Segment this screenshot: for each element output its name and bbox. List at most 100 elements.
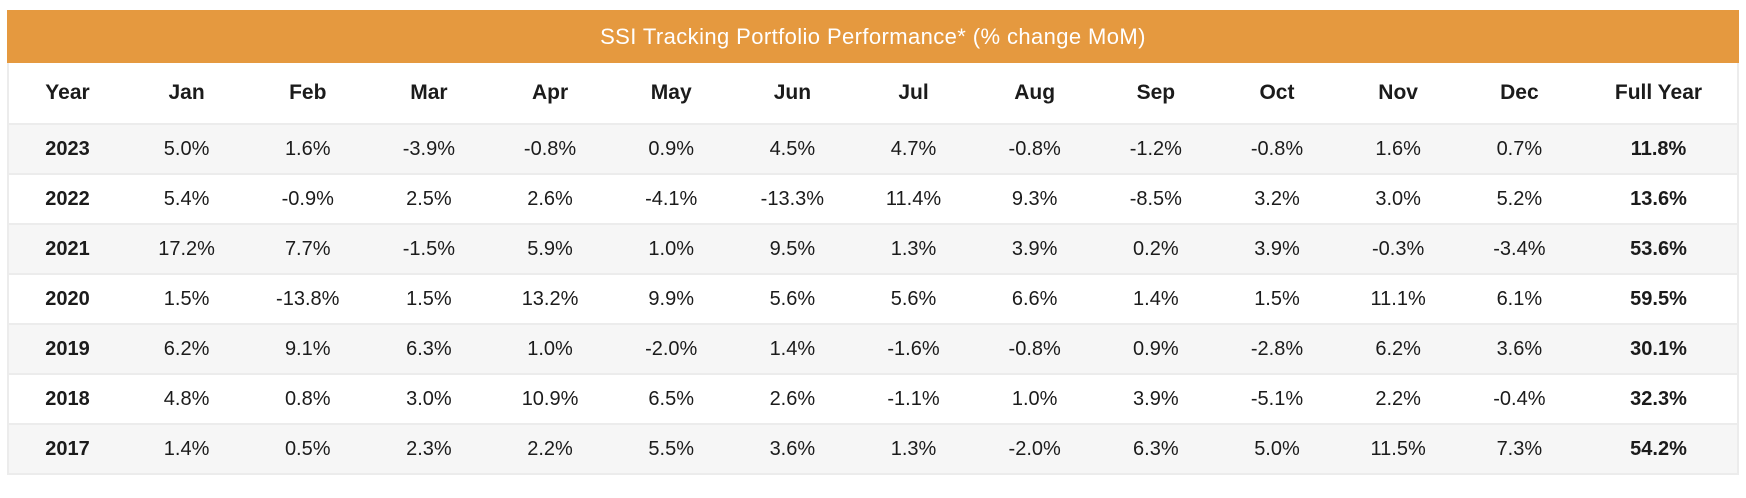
year-cell: 2021 bbox=[8, 223, 126, 274]
month-value-cell: 11.1% bbox=[1337, 273, 1459, 324]
month-value-cell: -3.4% bbox=[1458, 223, 1580, 274]
month-value-cell: 1.4% bbox=[1095, 273, 1217, 324]
month-value-cell: 5.0% bbox=[1216, 423, 1338, 474]
table-title: SSI Tracking Portfolio Performance* (% c… bbox=[600, 24, 1146, 49]
month-value-cell: -1.1% bbox=[852, 373, 975, 424]
month-value-cell: 0.5% bbox=[247, 423, 369, 474]
month-value-cell: 3.9% bbox=[1095, 373, 1217, 424]
month-value-cell: 1.5% bbox=[368, 273, 490, 324]
month-value-cell: 0.2% bbox=[1095, 223, 1217, 274]
month-value-cell: -2.0% bbox=[610, 323, 732, 374]
month-value-cell: 1.6% bbox=[1337, 123, 1459, 174]
month-value-cell: -1.5% bbox=[368, 223, 490, 274]
month-value-cell: 5.9% bbox=[489, 223, 611, 274]
month-value-cell: 0.9% bbox=[610, 123, 732, 174]
table-row-2023: 2023 5.0% 1.6% -3.9% -0.8% 0.9% 4.5% 4.7% -0.8% -… bbox=[8, 123, 1738, 174]
month-value-cell: -0.3% bbox=[1337, 223, 1459, 274]
month-value-cell: 6.5% bbox=[610, 373, 732, 424]
month-value-cell: 5.5% bbox=[610, 423, 732, 474]
month-value-cell: 3.0% bbox=[368, 373, 490, 424]
month-value-cell: 0.8% bbox=[247, 373, 369, 424]
year-cell: 2022 bbox=[8, 173, 126, 224]
month-value-cell: 3.9% bbox=[1216, 223, 1338, 274]
month-value-cell: 5.4% bbox=[126, 173, 248, 224]
full-year-cell: 54.2% bbox=[1580, 423, 1738, 474]
month-value-cell: -13.3% bbox=[731, 173, 853, 224]
column-header-aug: Aug bbox=[974, 63, 1096, 124]
month-value-cell: 4.7% bbox=[852, 123, 975, 174]
month-value-cell: -0.4% bbox=[1458, 373, 1580, 424]
month-value-cell: 9.3% bbox=[974, 173, 1096, 224]
full-year-cell: 11.8% bbox=[1580, 123, 1738, 174]
column-header-apr: Apr bbox=[489, 63, 611, 124]
month-value-cell: 1.5% bbox=[126, 273, 248, 324]
column-header-jan: Jan bbox=[126, 63, 248, 124]
month-value-cell: 9.9% bbox=[610, 273, 732, 324]
month-value-cell: 2.2% bbox=[489, 423, 611, 474]
column-header-oct: Oct bbox=[1216, 63, 1338, 124]
month-value-cell: 4.8% bbox=[126, 373, 248, 424]
month-value-cell: 1.4% bbox=[126, 423, 248, 474]
column-header-year: Year bbox=[8, 63, 126, 124]
month-value-cell: 1.3% bbox=[852, 223, 975, 274]
month-value-cell: 1.0% bbox=[489, 323, 611, 374]
month-value-cell: 2.3% bbox=[368, 423, 490, 474]
month-value-cell: -2.8% bbox=[1216, 323, 1338, 374]
month-value-cell: 6.3% bbox=[1095, 423, 1217, 474]
month-value-cell: 2.6% bbox=[489, 173, 611, 224]
column-header-row: Year Jan Feb Mar Apr May Jun Jul Aug Sep Oct Nov Dec… bbox=[8, 63, 1738, 124]
year-cell: 2020 bbox=[8, 273, 126, 324]
month-value-cell: 5.0% bbox=[126, 123, 248, 174]
month-value-cell: 6.2% bbox=[1337, 323, 1459, 374]
month-value-cell: -1.2% bbox=[1095, 123, 1217, 174]
month-value-cell: 3.9% bbox=[974, 223, 1096, 274]
month-value-cell: -0.8% bbox=[1216, 123, 1338, 174]
month-value-cell: -1.6% bbox=[852, 323, 975, 374]
table-row-2018: 2018 4.8% 0.8% 3.0% 10.9% 6.5% 2.6% -1.1% 1.0% 3.… bbox=[8, 373, 1738, 424]
month-value-cell: 1.6% bbox=[247, 123, 369, 174]
month-value-cell: -2.0% bbox=[974, 423, 1096, 474]
month-value-cell: 2.5% bbox=[368, 173, 490, 224]
month-value-cell: 7.3% bbox=[1458, 423, 1580, 474]
performance-table: Year Jan Feb Mar Apr May Jun Jul Aug Sep Oct Nov Dec… bbox=[7, 63, 1739, 475]
month-value-cell: 13.2% bbox=[489, 273, 611, 324]
month-value-cell: -3.9% bbox=[368, 123, 490, 174]
month-value-cell: 6.6% bbox=[974, 273, 1096, 324]
month-value-cell: -0.9% bbox=[247, 173, 369, 224]
month-value-cell: -5.1% bbox=[1216, 373, 1338, 424]
month-value-cell: 11.5% bbox=[1337, 423, 1459, 474]
month-value-cell: 17.2% bbox=[126, 223, 248, 274]
table-row-2020: 2020 1.5% -13.8% 1.5% 13.2% 9.9% 5.6% 5.6% 6.6% 1… bbox=[8, 273, 1738, 324]
column-header-dec: Dec bbox=[1458, 63, 1580, 124]
month-value-cell: 0.9% bbox=[1095, 323, 1217, 374]
month-value-cell: 1.3% bbox=[852, 423, 975, 474]
month-value-cell: 3.2% bbox=[1216, 173, 1338, 224]
column-header-jul: Jul bbox=[852, 63, 975, 124]
month-value-cell: 5.6% bbox=[852, 273, 975, 324]
month-value-cell: 0.7% bbox=[1458, 123, 1580, 174]
month-value-cell: 4.5% bbox=[731, 123, 853, 174]
month-value-cell: 3.6% bbox=[1458, 323, 1580, 374]
year-cell: 2019 bbox=[8, 323, 126, 374]
column-header-feb: Feb bbox=[247, 63, 369, 124]
full-year-cell: 32.3% bbox=[1580, 373, 1738, 424]
table-row-2021: 2021 17.2% 7.7% -1.5% 5.9% 1.0% 9.5% 1.3% 3.9% 0.… bbox=[8, 223, 1738, 274]
table-title-bar: SSI Tracking Portfolio Performance* (% c… bbox=[7, 10, 1739, 63]
column-header-mar: Mar bbox=[368, 63, 490, 124]
month-value-cell: -0.8% bbox=[974, 323, 1096, 374]
month-value-cell: -8.5% bbox=[1095, 173, 1217, 224]
column-header-may: May bbox=[610, 63, 732, 124]
month-value-cell: 2.6% bbox=[731, 373, 853, 424]
full-year-cell: 53.6% bbox=[1580, 223, 1738, 274]
month-value-cell: 6.3% bbox=[368, 323, 490, 374]
month-value-cell: 5.2% bbox=[1458, 173, 1580, 224]
year-cell: 2018 bbox=[8, 373, 126, 424]
column-header-nov: Nov bbox=[1337, 63, 1459, 124]
column-header-full-year: Full Year bbox=[1580, 63, 1738, 124]
full-year-cell: 13.6% bbox=[1580, 173, 1738, 224]
full-year-cell: 30.1% bbox=[1580, 323, 1738, 374]
month-value-cell: 1.0% bbox=[974, 373, 1096, 424]
month-value-cell: 1.0% bbox=[610, 223, 732, 274]
year-cell: 2017 bbox=[8, 423, 126, 474]
month-value-cell: -13.8% bbox=[247, 273, 369, 324]
